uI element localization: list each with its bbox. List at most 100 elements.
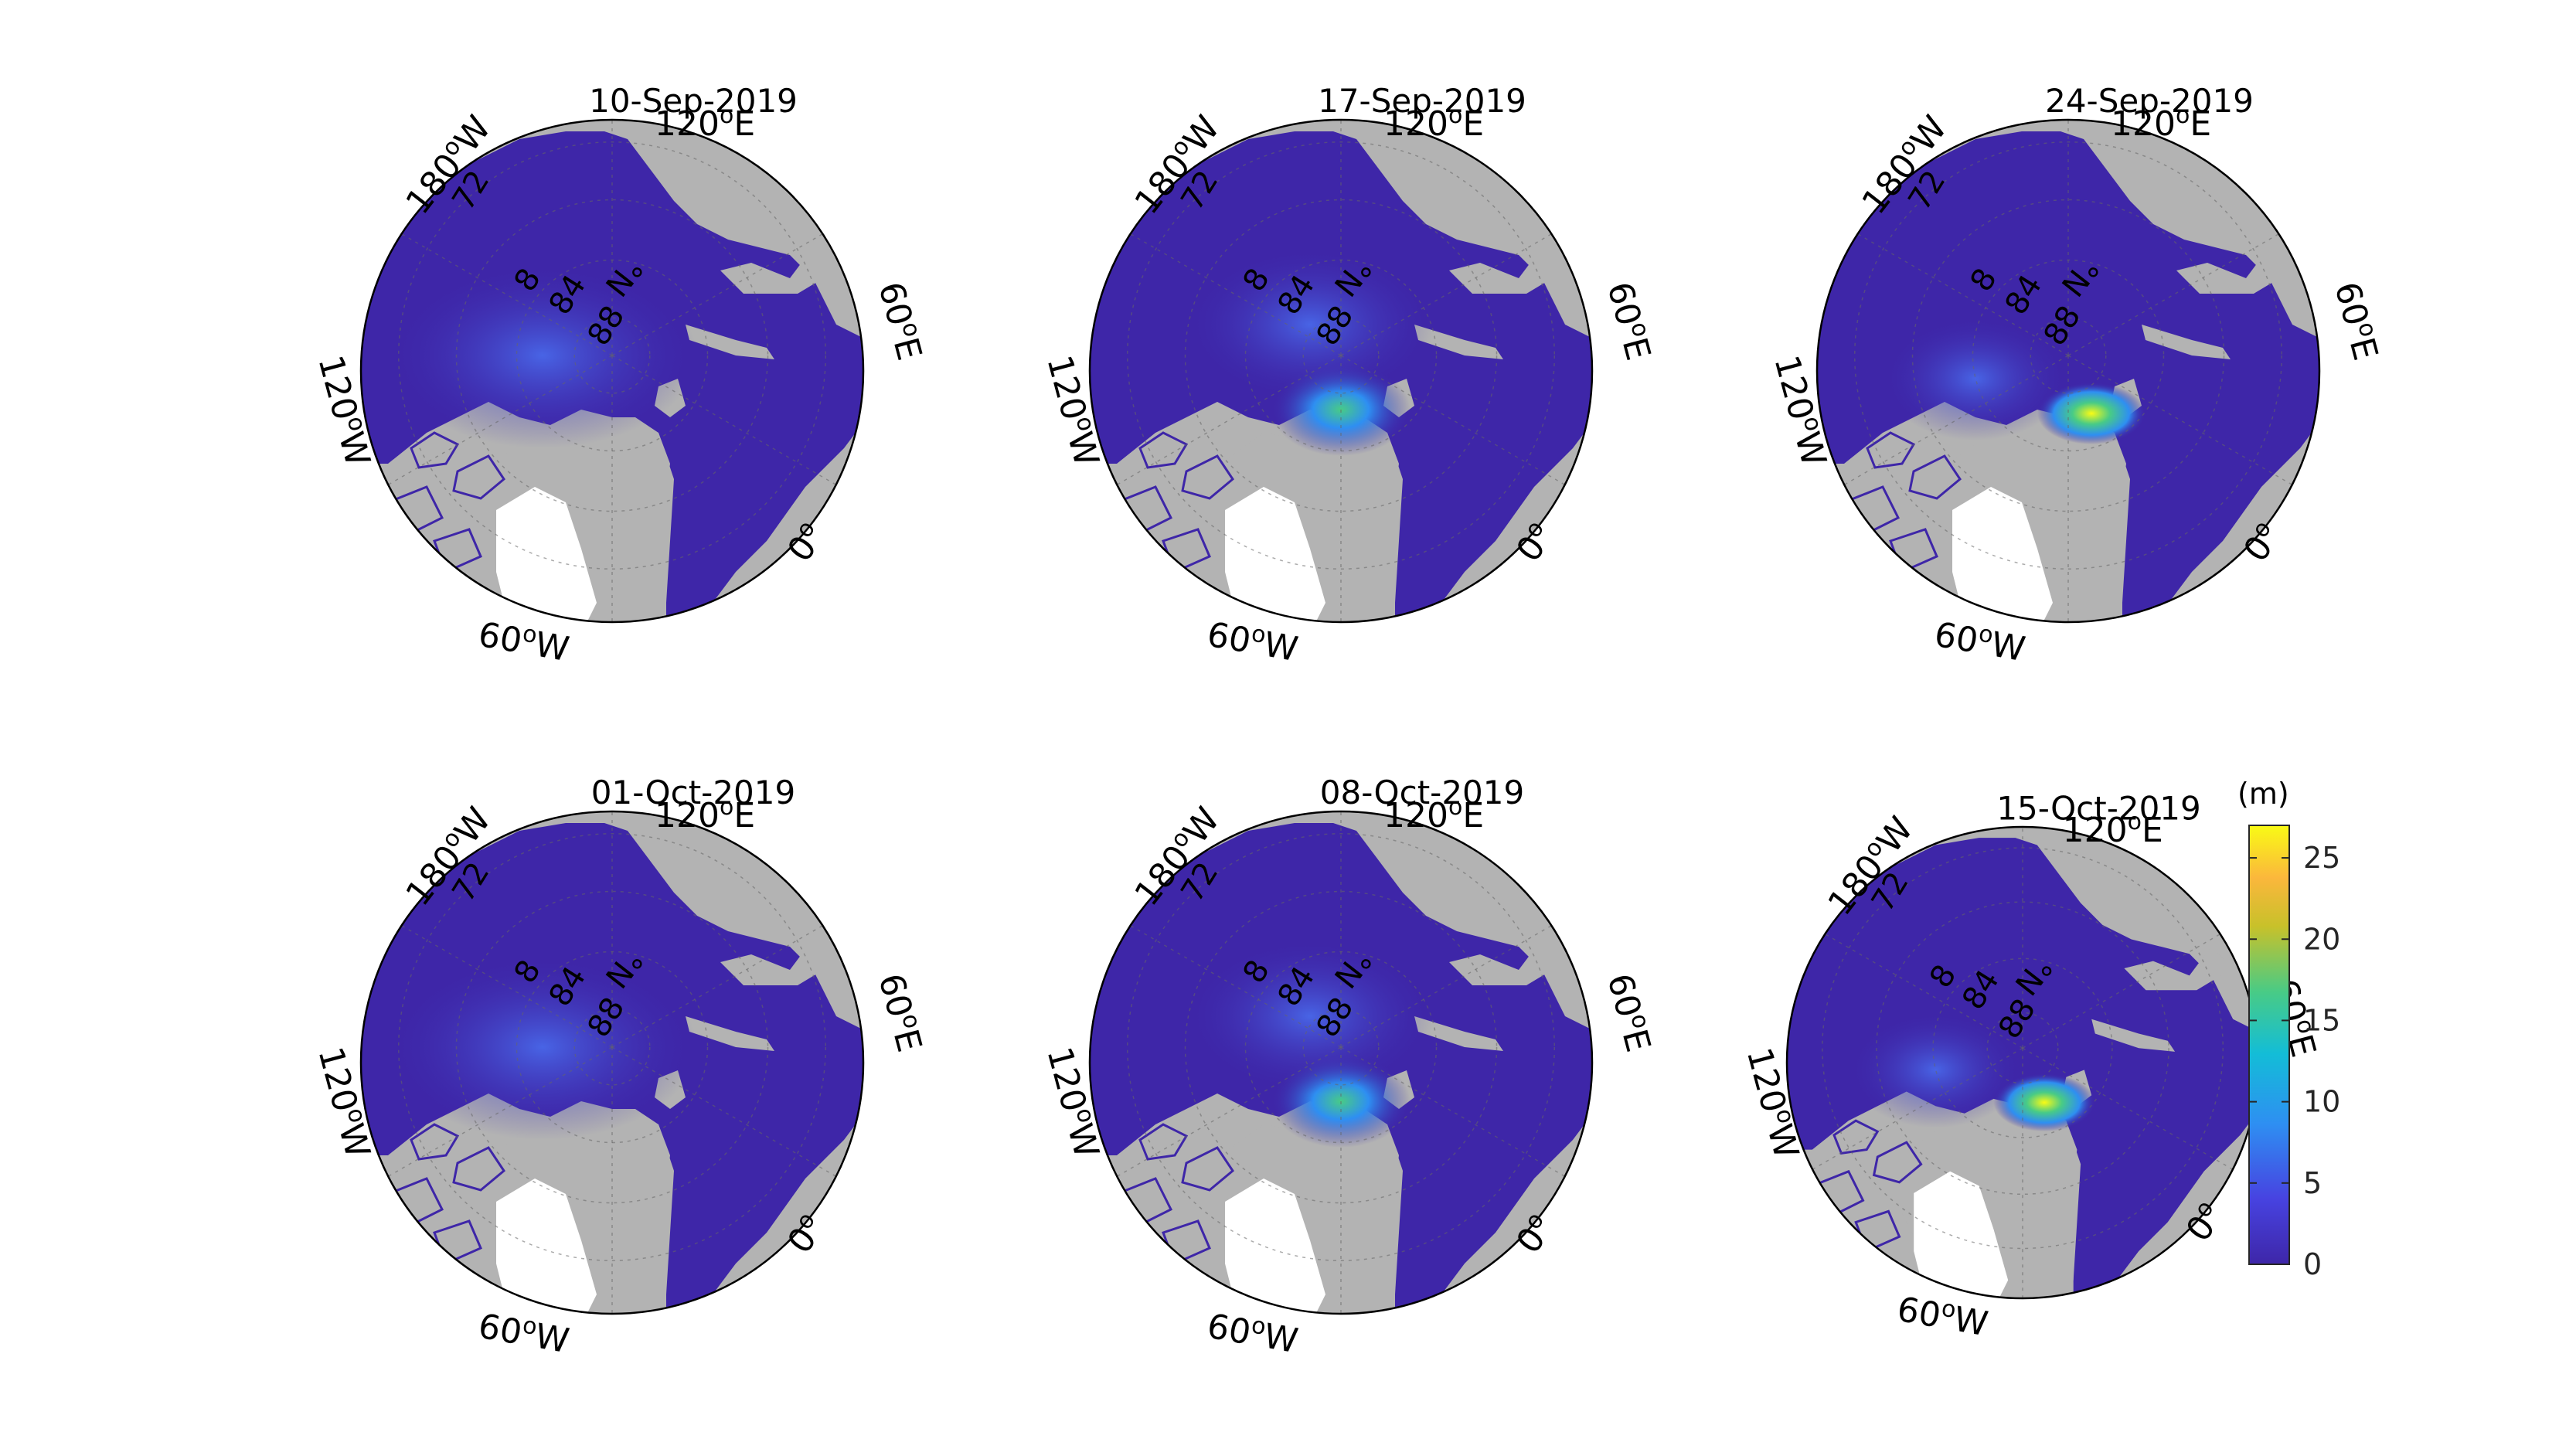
archipelago-island-2 (1181, 1146, 1234, 1192)
latitude-circle-3 (455, 890, 769, 1204)
latitude-circle-4 (1822, 847, 2224, 1250)
latitude-circle-4 (1127, 833, 1555, 1261)
ocean-region (1787, 838, 2258, 1298)
siberia-coast-land (1449, 939, 1565, 985)
label-lon-120e-deg: o (2128, 808, 2142, 835)
latitude-circle-1 (1986, 1012, 2059, 1084)
archipelago-island-1 (1832, 1119, 1880, 1155)
novaya-zemlya-land (686, 1016, 774, 1051)
label-lon-120w-suffix: W (1060, 428, 1107, 471)
label-lon-60w: 60oW (1204, 1304, 1301, 1362)
label-lon-60w-suffix: W (1261, 625, 1301, 670)
label-lon-120e-deg: o (1448, 794, 1462, 821)
latitude-circle-4 (1127, 141, 1555, 570)
label-lon-60w-suffix: W (1261, 1317, 1301, 1362)
panel-title: 08-Oct-2019 (1320, 774, 1524, 811)
latitude-circle-1 (1302, 1009, 1380, 1086)
label-lon-60e: 60oE (870, 277, 931, 365)
novaya-zemlya-land (686, 325, 774, 359)
panel-title: 10-Sep-2019 (589, 82, 798, 120)
greenland-ice-sheet (496, 487, 597, 622)
label-lon-120e-deg: o (720, 794, 733, 821)
archipelago-island-1 (1866, 431, 1916, 469)
label-lon-60w: 60oW (1931, 613, 2028, 670)
panel-title: 17-Sep-2019 (1318, 82, 1526, 120)
novaya-zemlya-land (2142, 325, 2231, 359)
greenland-ice-sheet (1225, 1179, 1325, 1314)
label-lon-120w-suffix: W (1759, 1120, 1806, 1162)
novaya-zemlya-land (1414, 1016, 1503, 1051)
label-lon-120e-suffix: E (1462, 796, 1484, 835)
siberia-coast-land (2176, 247, 2292, 294)
label-lon-60e-suffix: E (886, 1025, 929, 1056)
label-lon-120e-deg: o (2176, 102, 2190, 129)
latitude-circle-1 (573, 317, 651, 394)
label-lon-120w-suffix: W (1060, 1120, 1107, 1162)
label-lon-60w-suffix: W (532, 625, 572, 670)
colorbar-tick-label: 15 (2303, 1003, 2340, 1037)
greenland-ice-sheet (1952, 487, 2053, 622)
label-lon-60w-suffix: W (532, 1317, 572, 1362)
colorbar-tick-label: 0 (2303, 1247, 2322, 1281)
label-lon-60e-suffix: E (2342, 333, 2385, 364)
archipelago-island-2 (1181, 454, 1234, 500)
ice-thickness-region-2 (1848, 1012, 2023, 1128)
ice-thickness-region-1 (388, 263, 697, 448)
greenland-ice-sheet (496, 1179, 597, 1314)
meridian-line-6 (1787, 1047, 2023, 1190)
label-lon-60e: 60oE (870, 969, 931, 1056)
map-body (361, 120, 863, 622)
label-lon-120e-deg: o (720, 102, 733, 129)
label-lon-60w: 60oW (475, 613, 572, 670)
map-body (1090, 811, 1592, 1314)
label-lon-120w-suffix: W (1787, 428, 1834, 471)
latitude-circle-3 (1184, 890, 1498, 1204)
label-lon-120w: 120oW (1739, 1043, 1809, 1163)
colorbar: (m) 0 5 10 15 20 25 (2237, 777, 2340, 1281)
greenland-ice-sheet (1225, 487, 1325, 622)
label-lon-120e: 120oE (2063, 808, 2163, 850)
label-lon-60w: 60oW (1894, 1287, 1991, 1345)
novaya-zemlya-land (2091, 1019, 2176, 1052)
ice-thickness-region-1 (1993, 1073, 2095, 1132)
map-outline (359, 118, 865, 624)
map-outline (359, 810, 865, 1315)
greenland-ice-sheet (1914, 1171, 2009, 1298)
map-outline (1088, 118, 1594, 624)
siberia-coast-land (2124, 946, 2234, 991)
label-lon-60w-suffix: W (1988, 625, 2028, 670)
archipelago-island-1 (1138, 1123, 1189, 1161)
colorbar-unit: (m) (2237, 777, 2289, 811)
latitude-circle-4 (1854, 141, 2282, 570)
map-body (1090, 120, 1592, 622)
latitude-circle-1 (573, 1009, 651, 1086)
label-lon-120e: 120oE (1383, 794, 1484, 835)
meridian-line-3 (2022, 906, 2258, 1049)
archipelago-island-1 (1138, 431, 1189, 469)
panel-title: 24-Sep-2019 (2045, 82, 2254, 120)
map-outline (1088, 810, 1594, 1315)
label-lon-120w-suffix: W (331, 1120, 378, 1162)
archipelago-island-1 (410, 431, 460, 469)
latitude-circle-4 (398, 833, 826, 1261)
colorbar-tick-label: 20 (2303, 922, 2340, 956)
label-lon-60e-suffix: E (1615, 1025, 1658, 1056)
novaya-zemlya-land (1414, 325, 1503, 359)
ice-thickness-region-1 (2037, 383, 2146, 444)
label-lon-120e: 120oE (655, 794, 755, 835)
latitude-circle-1 (1302, 317, 1380, 394)
label-lon-120e-suffix: E (2142, 811, 2163, 850)
siberia-coast-land (720, 247, 836, 294)
ice-thickness-region-2 (1883, 317, 2068, 440)
label-lon-60e: 60oE (1599, 969, 1660, 1056)
colorbar-ticks: 0 5 10 15 20 25 (2249, 841, 2340, 1281)
label-lon-60e-suffix: E (1615, 333, 1658, 364)
map-outline (1815, 118, 2321, 624)
ice-thickness-region-2 (1186, 247, 1434, 402)
